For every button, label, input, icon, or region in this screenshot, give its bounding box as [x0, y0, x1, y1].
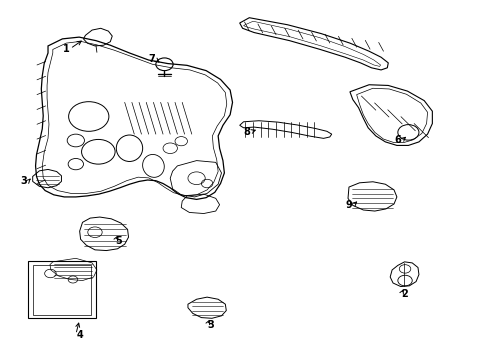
Text: 7: 7	[148, 54, 155, 64]
Text: 8: 8	[243, 127, 249, 137]
Text: 6: 6	[394, 135, 401, 145]
Text: 9: 9	[345, 201, 352, 210]
Text: 1: 1	[63, 44, 69, 54]
Text: 3: 3	[207, 320, 214, 330]
Text: 5: 5	[115, 237, 122, 246]
Text: 2: 2	[401, 289, 407, 299]
Text: 4: 4	[76, 329, 83, 339]
Text: 3: 3	[20, 176, 27, 186]
